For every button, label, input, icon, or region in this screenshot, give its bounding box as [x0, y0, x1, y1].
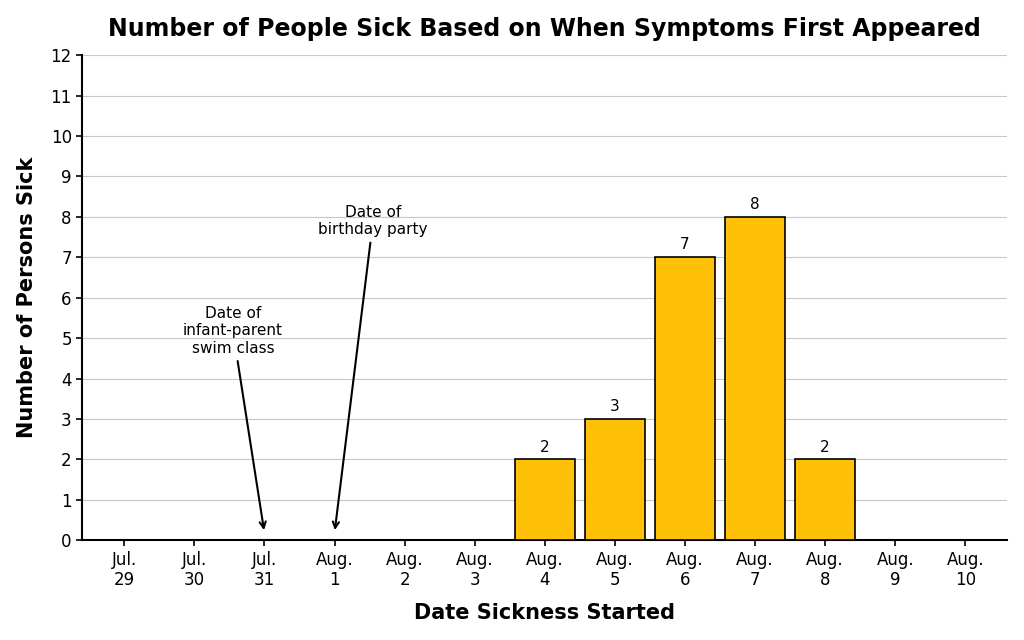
- Bar: [796, 460, 855, 540]
- Text: 7: 7: [680, 237, 690, 252]
- Text: 3: 3: [610, 399, 620, 414]
- Text: 8: 8: [751, 197, 760, 212]
- Text: Date of
birthday party: Date of birthday party: [318, 205, 428, 528]
- Text: 2: 2: [820, 440, 829, 454]
- Text: 2: 2: [540, 440, 550, 454]
- Bar: [725, 217, 784, 540]
- Bar: [585, 419, 645, 540]
- Bar: [515, 460, 574, 540]
- Text: Date of
infant-parent
swim class: Date of infant-parent swim class: [183, 306, 283, 528]
- Y-axis label: Number of Persons Sick: Number of Persons Sick: [16, 157, 37, 438]
- Bar: [655, 257, 715, 540]
- Title: Number of People Sick Based on When Symptoms First Appeared: Number of People Sick Based on When Symp…: [109, 17, 981, 41]
- X-axis label: Date Sickness Started: Date Sickness Started: [415, 604, 675, 623]
